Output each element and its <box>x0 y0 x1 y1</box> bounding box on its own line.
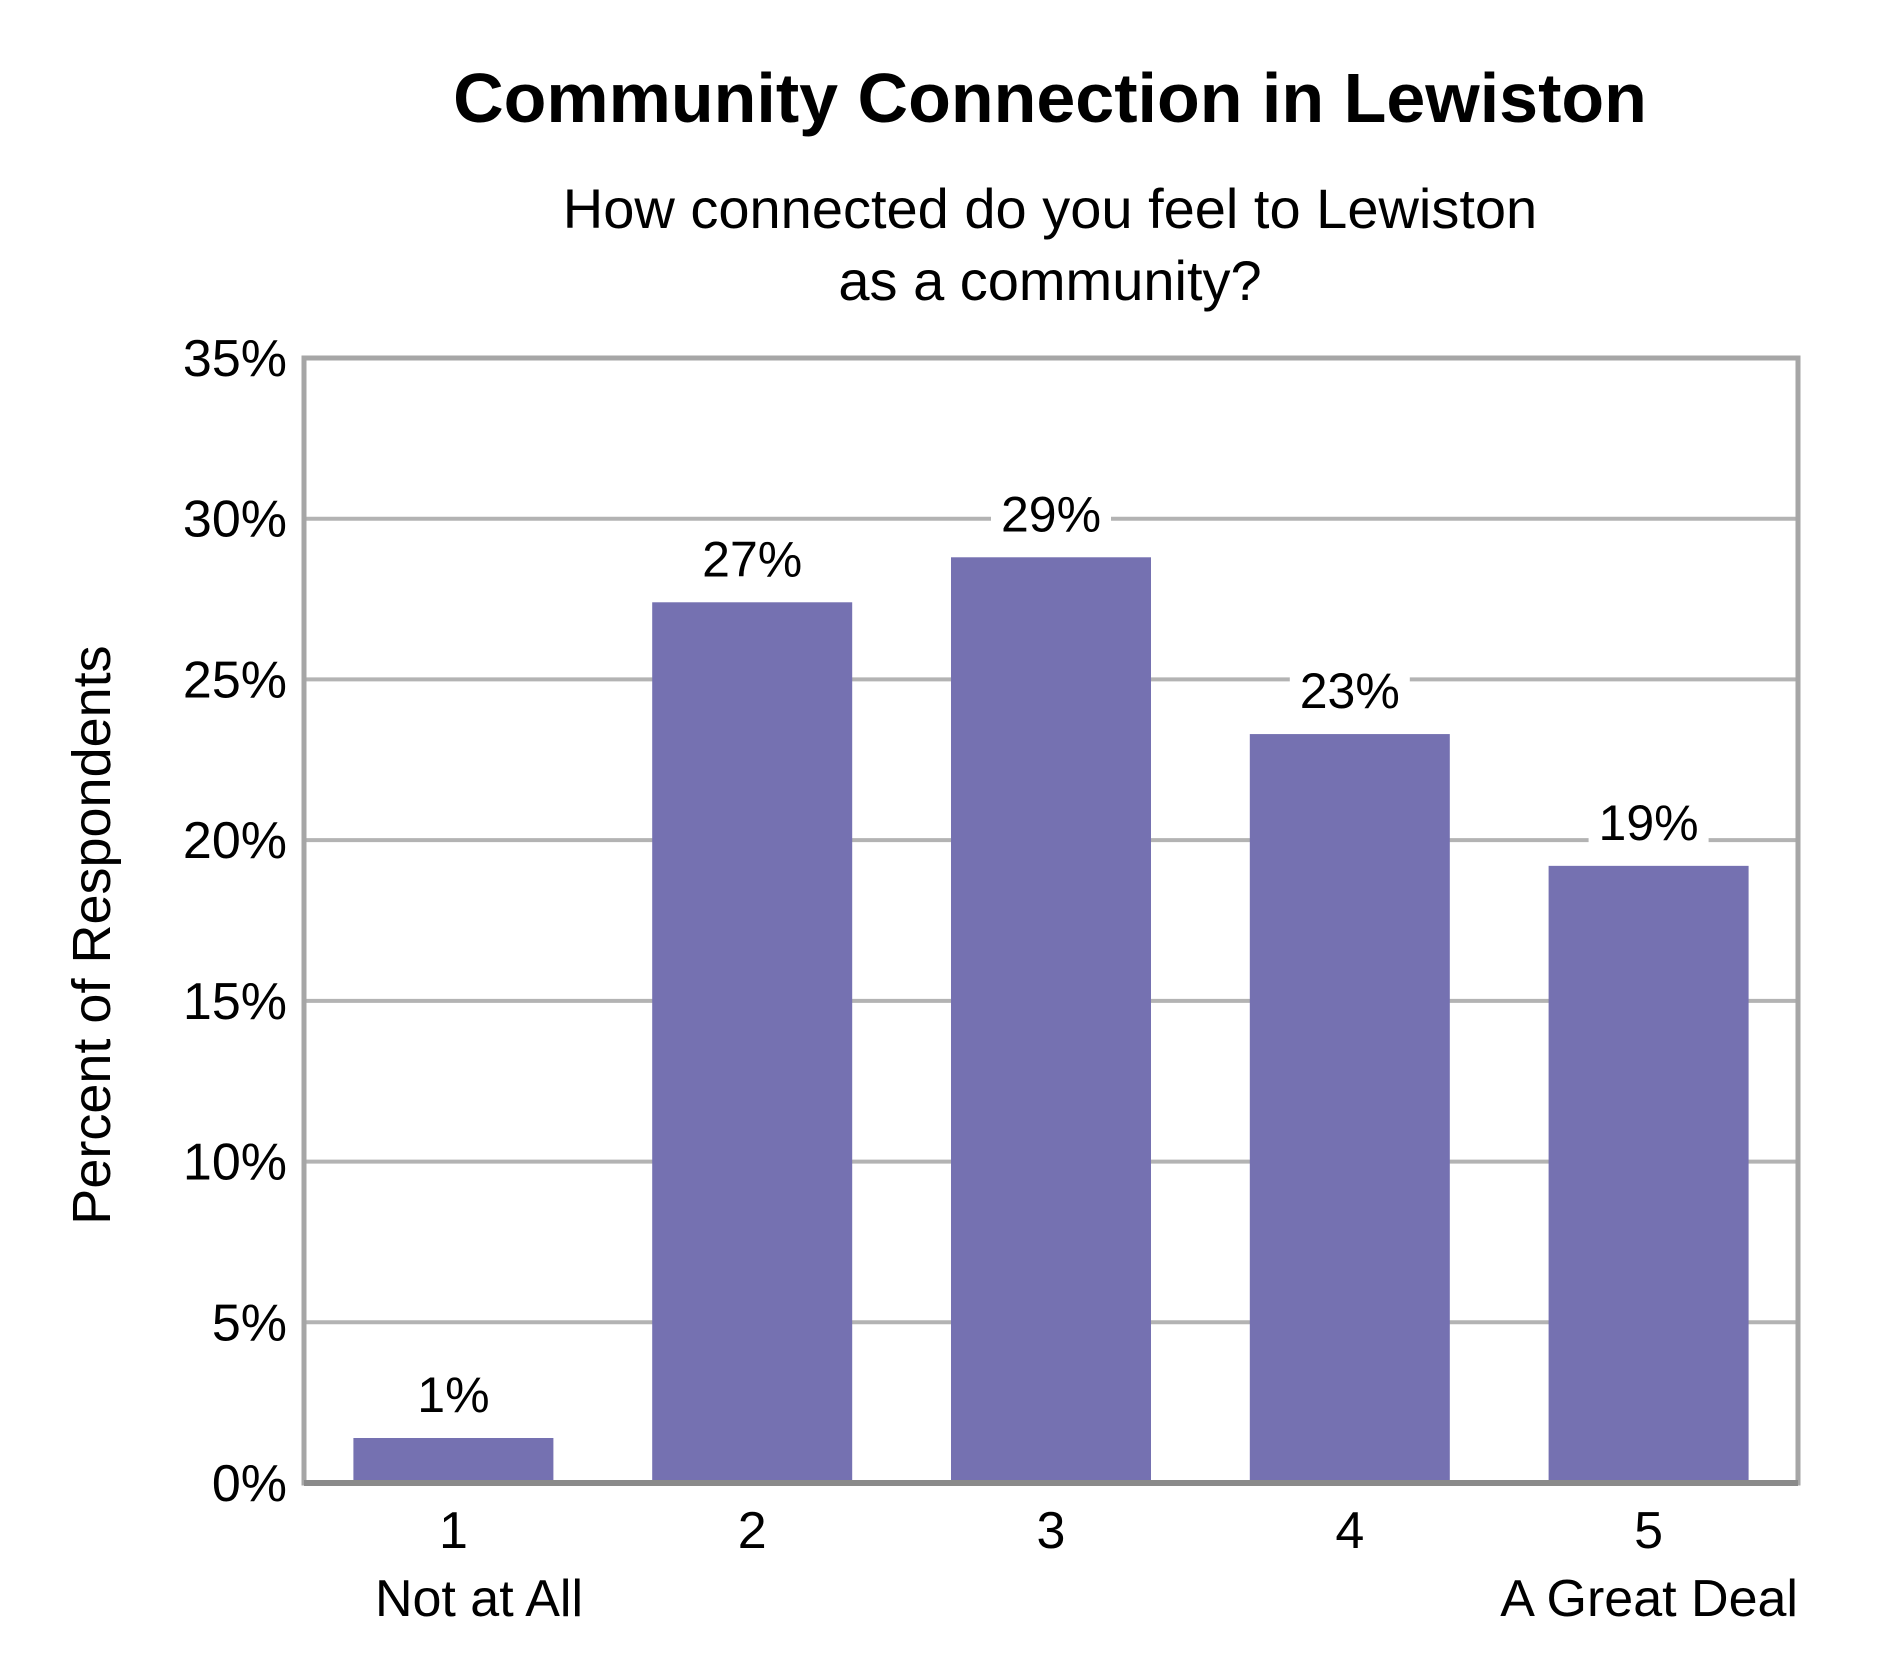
data-labels: 1% 27% 29% 23% 19% <box>393 486 1709 1423</box>
data-label: 19% <box>1599 795 1699 851</box>
chart-subtitle-line-2: as a community? <box>838 249 1261 312</box>
y-tick-label: 0% <box>212 1455 287 1513</box>
chart-title: Community Connection in Lewiston <box>453 59 1647 137</box>
y-tick-label: 10% <box>183 1134 287 1192</box>
x-tick-label: 1 <box>439 1502 468 1560</box>
y-tick-label: 35% <box>183 330 287 388</box>
bar-2 <box>652 602 853 1483</box>
data-label-background <box>1588 795 1709 850</box>
x-tick-label: 4 <box>1335 1502 1364 1560</box>
x-axis-categories: 1 2 3 4 5 Not at All A Great Deal <box>375 1502 1798 1628</box>
y-tick-label: 20% <box>183 812 287 870</box>
y-tick-label: 25% <box>183 651 287 709</box>
data-label: 29% <box>1001 486 1101 542</box>
data-label: 23% <box>1300 663 1400 719</box>
x-tick-label: 3 <box>1037 1502 1066 1560</box>
data-label-background <box>692 532 813 587</box>
y-tick-label: 15% <box>183 973 287 1031</box>
y-axis-ticks: 0% 5% 10% 15% 20% 25% 30% 35% <box>183 330 287 1513</box>
x-tick-label: 2 <box>738 1502 767 1560</box>
bar-4 <box>1249 734 1450 1483</box>
chart-subtitle-line-1: How connected do you feel to Lewiston <box>563 177 1537 240</box>
data-label: 1% <box>417 1367 489 1423</box>
y-axis-label: Percent of Respondents <box>62 645 122 1224</box>
data-label: 27% <box>702 531 802 587</box>
data-label-background <box>393 1368 514 1422</box>
x-tick-label: 5 <box>1634 1502 1663 1560</box>
bars <box>353 557 1749 1483</box>
plot-frame <box>301 355 1801 1486</box>
x-sublabel-a-great-deal: A Great Deal <box>1500 1570 1798 1628</box>
data-label-background <box>991 487 1111 542</box>
data-label-background <box>1289 664 1410 719</box>
bar-3 <box>951 557 1151 1483</box>
bar-5 <box>1548 865 1749 1483</box>
bar-1 <box>353 1438 554 1483</box>
y-tick-label: 5% <box>212 1294 287 1352</box>
x-sublabel-not-at-all: Not at All <box>375 1570 583 1628</box>
y-tick-label: 30% <box>183 491 287 549</box>
